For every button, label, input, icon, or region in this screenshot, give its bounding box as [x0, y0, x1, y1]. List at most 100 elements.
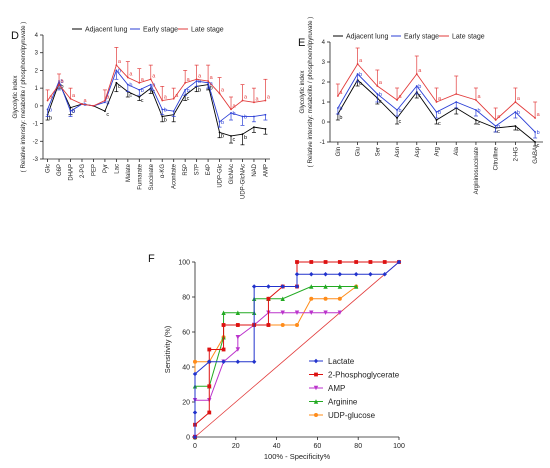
data-point	[294, 284, 300, 289]
data-point	[455, 93, 458, 95]
x-axis-label: 100% - Specificity%	[264, 452, 331, 461]
significance-label: c	[106, 112, 109, 118]
data-point	[368, 272, 373, 277]
significance-label: b	[141, 88, 144, 94]
data-point	[264, 113, 267, 116]
data-point	[253, 115, 255, 118]
significance-label: b	[537, 130, 540, 136]
significance-label: a	[210, 75, 214, 81]
significance-label: b	[164, 107, 167, 113]
data-point	[353, 272, 359, 277]
significance-label: c	[418, 93, 421, 99]
y-tick-label: 100	[178, 260, 190, 267]
data-point	[435, 119, 438, 121]
data-point	[115, 69, 118, 72]
data-point	[295, 260, 299, 264]
data-point	[534, 131, 537, 133]
data-point	[138, 96, 141, 98]
data-point	[266, 323, 271, 327]
significance-label: a	[477, 94, 481, 100]
data-point	[309, 272, 314, 277]
y-tick-label: -2	[33, 139, 39, 145]
legend-label: Arginine	[328, 398, 358, 407]
data-point	[241, 133, 244, 136]
significance-label: a	[118, 59, 122, 65]
data-point	[195, 80, 198, 82]
data-point	[69, 110, 72, 113]
x-tick-label: Ala	[454, 146, 460, 155]
x-tick-label: 60	[314, 443, 322, 450]
data-point	[161, 115, 164, 118]
significance-label: b	[399, 108, 402, 114]
x-tick-label: 2-HG	[513, 147, 519, 162]
x-tick-label: Citrulline	[494, 146, 500, 170]
x-tick-label: 80	[354, 443, 362, 450]
significance-label: a	[210, 81, 214, 87]
data-point	[207, 410, 212, 415]
data-point	[396, 259, 402, 265]
data-point	[376, 93, 379, 95]
significance-label: b	[187, 88, 190, 94]
panel-letter: D	[11, 30, 19, 42]
data-point	[81, 103, 83, 105]
y-tick-label: 3	[322, 60, 326, 66]
significance-label: c	[537, 143, 540, 149]
legend-marker	[313, 385, 319, 391]
data-point	[494, 119, 497, 121]
significance-label: b	[118, 68, 121, 74]
significance-label: c	[399, 119, 402, 125]
data-point	[266, 296, 271, 301]
y-tick-label: 40	[182, 365, 190, 372]
data-point	[396, 109, 398, 111]
significance-label: a	[187, 77, 191, 83]
data-point	[294, 310, 300, 315]
data-point	[280, 310, 285, 315]
significance-label: b	[359, 72, 362, 78]
x-tick-label: PEP	[91, 164, 97, 176]
x-tick-label: 20	[232, 443, 240, 450]
significance-label: a	[418, 68, 422, 74]
significance-label: c	[477, 121, 480, 127]
data-point	[280, 323, 285, 327]
significance-label: c	[233, 137, 236, 143]
y-axis-label-sub: ( Relative intensity: metabolite / phosp…	[20, 22, 27, 173]
data-point	[336, 107, 339, 109]
data-point	[172, 110, 175, 113]
significance-label: a	[399, 94, 403, 100]
panel-letter: F	[148, 253, 155, 265]
y-tick-label: 80	[182, 295, 190, 302]
data-point	[309, 284, 314, 289]
series-line	[47, 64, 266, 111]
data-point	[534, 117, 537, 119]
data-point	[195, 78, 198, 81]
data-point	[104, 101, 106, 104]
significance-label: b	[106, 100, 109, 106]
significance-label: b	[83, 102, 86, 108]
significance-label: a	[379, 80, 383, 86]
x-tick-label: E4P	[206, 164, 212, 175]
data-point	[161, 99, 164, 102]
x-tick-label: Malate	[126, 163, 132, 182]
x-tick-label: GABA	[533, 147, 539, 164]
data-point	[396, 99, 398, 101]
significance-label: c	[438, 121, 441, 127]
data-point	[235, 359, 241, 364]
x-tick-label: G6P	[57, 164, 63, 176]
significance-label: b	[233, 111, 236, 117]
data-point	[92, 104, 95, 107]
data-point	[161, 108, 164, 111]
significance-label: a	[129, 72, 133, 78]
legend: Adjacent lung Early stage Late stage	[72, 27, 224, 34]
significance-label: b	[418, 84, 421, 90]
y-tick-label: 0	[186, 435, 190, 442]
data-point	[253, 101, 255, 104]
significance-label: a	[255, 96, 259, 102]
significance-label: c	[118, 84, 121, 90]
data-point	[192, 434, 198, 440]
legend-label: UDP-glucose	[328, 411, 376, 420]
significance-label: b	[497, 124, 500, 130]
data-point	[435, 101, 438, 103]
